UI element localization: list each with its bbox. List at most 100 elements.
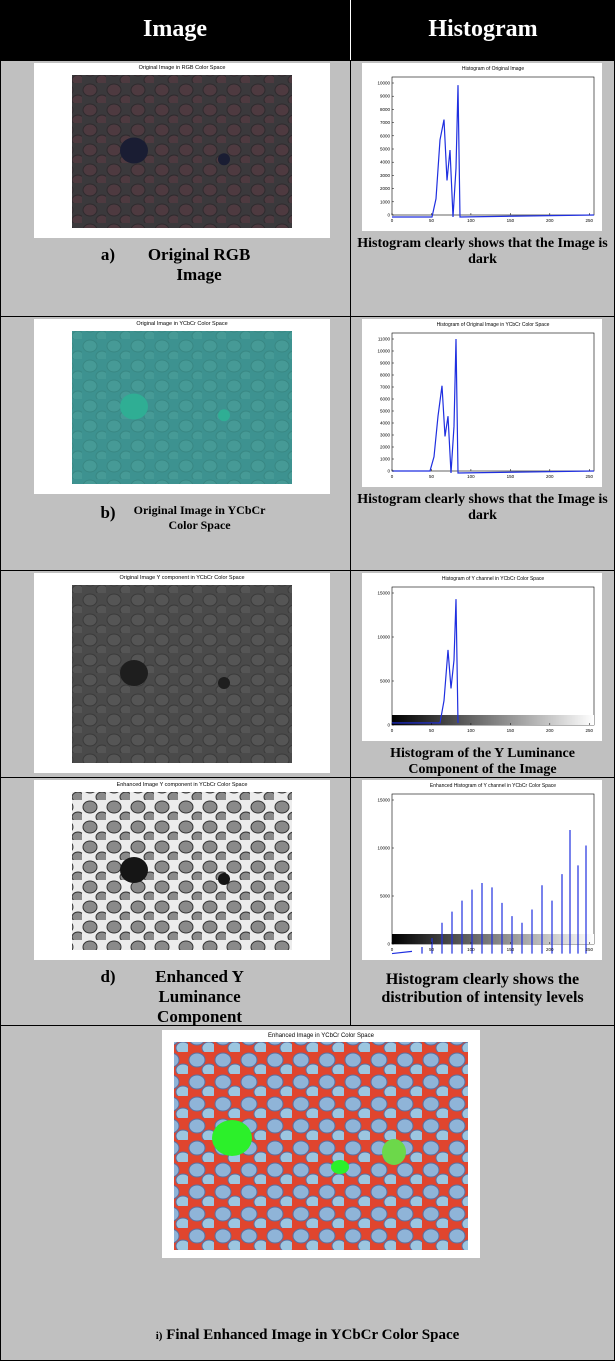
x-tick-label: 0 [391,728,394,733]
x-tick-label: 200 [546,474,554,479]
hist-panel: Histogram of Original Image in YCbCr Col… [362,319,602,487]
y-tick-label: 1000 [380,199,391,204]
final-caption: i) Final Enhanced Image in YCbCr Color S… [0,1327,615,1344]
wbc [218,677,230,689]
x-tick-label: 150 [507,218,515,223]
hist-caption: Histogram clearly shows that the Image i… [357,492,608,524]
image-title: Enhanced Image Y component in YCbCr Colo… [117,782,248,788]
plot-frame [391,793,595,945]
photo [72,792,292,950]
y-tick-label: 8000 [380,373,391,378]
y-tick-label: 5000 [380,409,391,414]
wbc [120,857,148,883]
caption-text: Original RGB Image [147,245,251,284]
image-title: Original Image in YCbCr Color Space [136,321,227,327]
y-tick-label: 4000 [380,160,391,165]
final-label: i) [155,1330,163,1342]
x-tick-label: 150 [507,474,515,479]
x-tick-label: 250 [586,218,594,223]
hist-shape [392,599,458,723]
caption-label: d) [100,967,116,986]
final-image: Enhanced Image in YCbCr Color Space [174,1033,468,1250]
hist-title: Enhanced Histogram of Y channel in YCbCr… [430,783,556,789]
y-tick-label: 3000 [380,433,391,438]
x-tick-label: 0 [391,474,394,479]
hist-caption: Histogram clearly shows that the Image i… [357,236,608,268]
y-tick-label: 10000 [377,81,390,86]
hist-shape [392,830,586,954]
wbc [120,393,148,420]
bars [392,339,594,473]
x-tick-label: 50 [429,728,435,733]
header-histogram: Histogram [350,0,615,60]
image: Enhanced Image Y component in YCbCr Colo… [72,782,292,950]
y-tick-label: 6000 [380,397,391,402]
y-tick-label: 0 [387,942,390,947]
image-panel: Enhanced Image Y component in YCbCr Colo… [34,780,330,960]
image-panel: Original Image in RGB Color Space [34,63,330,238]
wbc [218,409,230,422]
plot-frame [391,76,595,216]
y-tick-label: 4000 [380,421,391,426]
image-panel: Original Image in YCbCr Color Space [34,319,330,494]
image-caption: d) Enhanced Y Luminance Component [60,967,310,1027]
x-tick-label: 250 [586,947,594,952]
y-tick-label: 10000 [377,846,390,851]
x-tick-label: 200 [546,947,554,952]
image-title: Original Image in RGB Color Space [139,65,226,71]
y-tick-label: 0 [387,723,390,728]
hist-shape [392,339,594,473]
wbc [218,873,230,885]
histogram: Histogram of Original Image in YCbCr Col… [377,322,595,479]
x-tick-label: 100 [467,728,475,733]
image: Original Image in RGB Color Space [72,65,292,228]
image-panel: Original Image Y component in YCbCr Colo… [34,573,330,773]
y-tick-label: 7000 [380,385,391,390]
histogram: Histogram of Original Image0100020003000… [377,66,595,223]
hist-panel: Histogram of Y channel in YCbCr Color Sp… [362,573,602,741]
caption-text: Enhanced Y Luminance Component [155,967,244,1026]
y-tick-label: 6000 [380,133,391,138]
x-tick-label: 200 [546,218,554,223]
y-tick-label: 10000 [377,635,390,640]
hist-title: Histogram of Y channel in YCbCr Color Sp… [442,576,544,582]
y-tick-label: 5000 [380,147,391,152]
header-image: Image [0,0,350,60]
wbc [120,660,148,686]
x-tick-label: 50 [429,218,435,223]
y-tick-label: 0 [387,469,390,474]
bars [392,599,458,723]
caption-label: b) [100,503,116,522]
photo [72,585,292,763]
y-tick-label: 11000 [378,337,391,342]
wbc [120,137,148,164]
x-tick-label: 50 [429,947,435,952]
x-tick-label: 150 [507,728,515,733]
y-tick-label: 1000 [380,457,391,462]
y-tick-label: 2000 [380,445,391,450]
y-tick-label: 5000 [380,894,391,899]
final-image-panel: Enhanced Image in YCbCr Color Space [162,1030,480,1258]
x-tick-label: 0 [391,218,394,223]
colorbar [392,715,594,725]
y-tick-label: 9000 [380,94,391,99]
y-tick-label: 15000 [377,798,390,803]
photo [72,331,292,484]
wbc [218,153,230,166]
bars [392,85,594,217]
x-tick-label: 150 [507,947,515,952]
x-tick-label: 250 [586,728,594,733]
x-tick-label: 200 [546,728,554,733]
y-tick-label: 5000 [380,679,391,684]
x-tick-label: 0 [391,947,394,952]
y-tick-label: 9000 [380,361,391,366]
x-tick-label: 100 [467,474,475,479]
x-tick-label: 50 [429,474,435,479]
hist-title: Histogram of Original Image in YCbCr Col… [437,322,550,328]
y-tick-label: 0 [387,213,390,218]
y-tick-label: 10000 [377,349,390,354]
image-caption: a) Original RGB Image [60,245,310,285]
histogram: Enhanced Histogram of Y channel in YCbCr… [377,783,595,960]
final-caption-text: Final Enhanced Image in YCbCr Color Spac… [166,1327,460,1343]
